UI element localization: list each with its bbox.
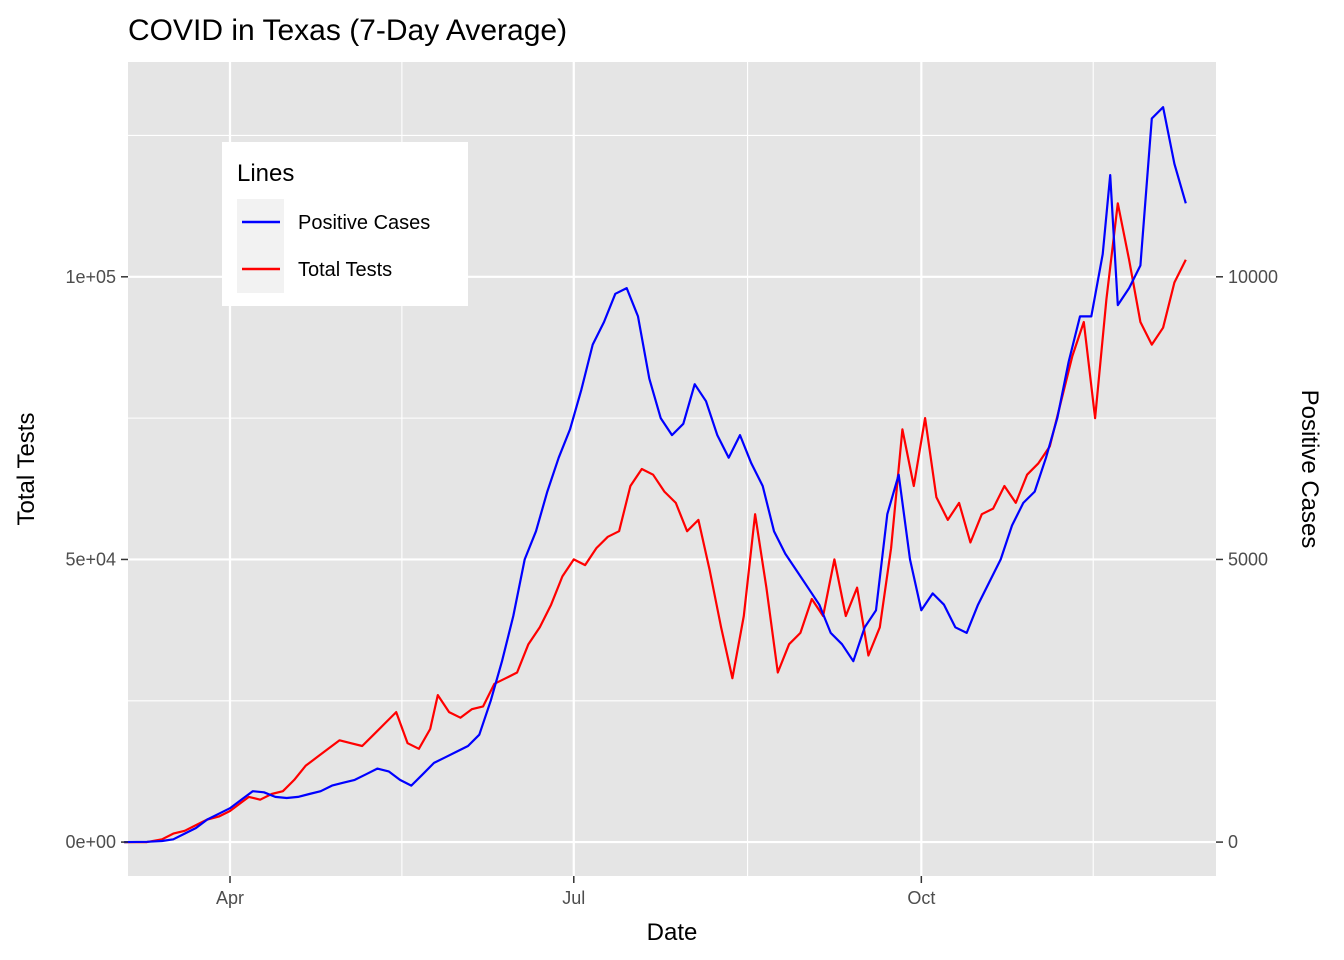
series-line-positive-cases xyxy=(124,106,1187,844)
y-tick-label: 1e+05 xyxy=(65,267,116,287)
chart-title: COVID in Texas (7-Day Average) xyxy=(128,14,567,47)
y2-tick-label: 5000 xyxy=(1228,549,1268,569)
x-tick-label: Jul xyxy=(562,888,585,908)
y2-axis-title: Positive Cases xyxy=(1296,390,1323,549)
legend-title: Lines xyxy=(237,160,294,187)
y-axis-title: Total Tests xyxy=(13,413,40,526)
y-tick-label: 0e+00 xyxy=(65,832,116,852)
x-axis-title: Date xyxy=(647,919,698,946)
series-lines xyxy=(124,106,1187,844)
y-tick-label: 5e+04 xyxy=(65,549,116,569)
legend-label-positive-cases: Positive Cases xyxy=(298,212,430,234)
axis-ticks: 0e+00 5e+04 1e+05 0 5000 10000 Apr Jul Oct xyxy=(65,267,1278,908)
x-tick-label: Oct xyxy=(907,888,935,908)
legend-label-total-tests: Total Tests xyxy=(298,259,392,281)
legend: Lines Positive Cases Total Tests xyxy=(222,142,468,306)
series-line-total-tests xyxy=(124,202,1187,844)
y2-tick-label: 10000 xyxy=(1228,267,1278,287)
x-tick-label: Apr xyxy=(216,888,244,908)
y2-tick-label: 0 xyxy=(1228,832,1238,852)
